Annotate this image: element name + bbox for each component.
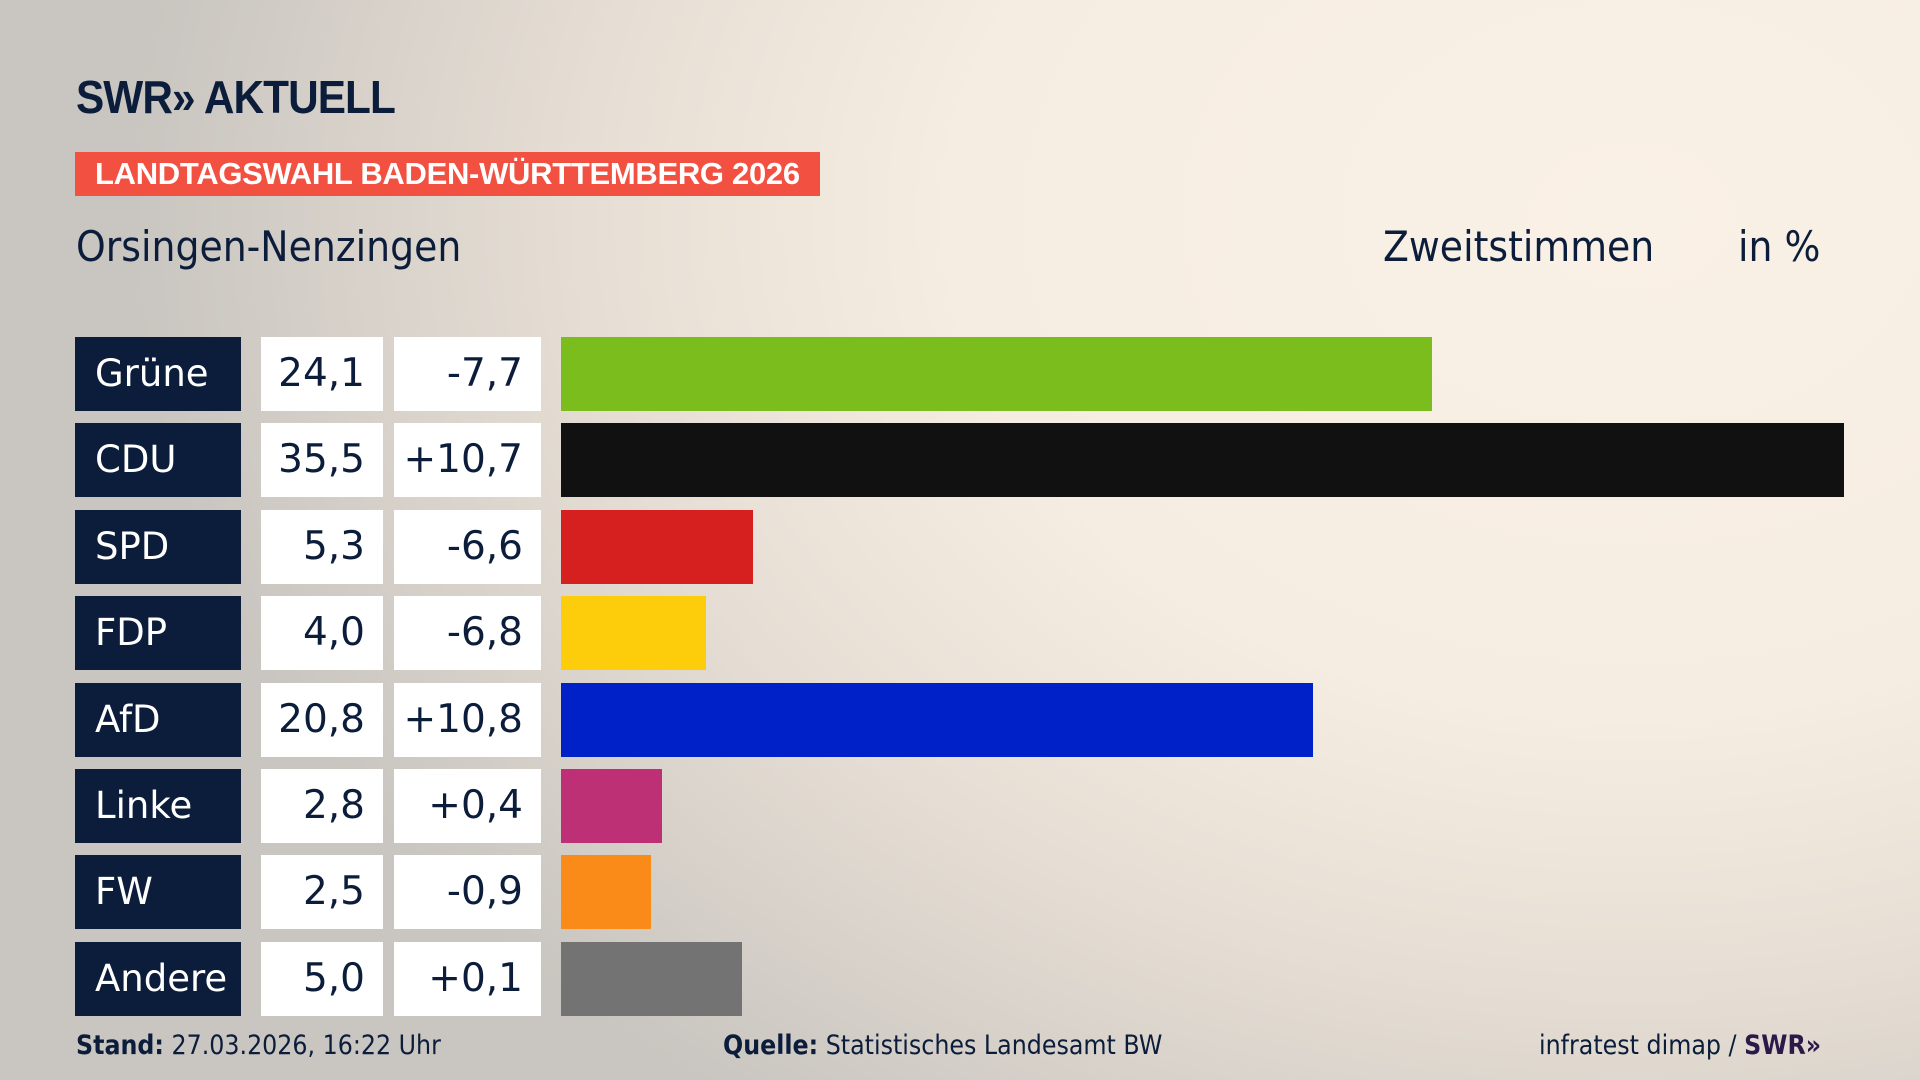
footer-stand: Stand: 27.03.2026, 16:22 Uhr [76,1030,441,1061]
party-label: FDP [75,596,241,671]
chart-row: CDU 35,5 +10,7 [0,423,1920,498]
party-label: FW [75,855,241,930]
chart-row: Grüne 24,1 -7,7 [0,337,1920,411]
region-title: Orsingen-Nenzingen [76,222,462,271]
party-label: Linke [75,769,241,843]
value-label: 5,0 [261,941,383,1016]
chart-row: Andere 5,0 +0,1 [0,941,1920,1016]
value-label: 4,0 [261,596,383,671]
swr-aktuell-logo: SWR» AKTUELL [76,71,396,123]
credit-text: infratest dimap / [1539,1030,1745,1061]
bar [561,682,1313,757]
diff-label: +0,1 [394,941,541,1016]
measure-label: Zweitstimmen [1383,222,1655,271]
diff-label: -6,8 [394,596,541,671]
chart-row: Linke 2,8 +0,4 [0,769,1920,843]
party-label: Andere [75,941,241,1016]
bar [561,337,1432,411]
diff-label: -7,7 [394,337,541,411]
footer-credit: infratest dimap / SWR» [1539,1030,1821,1061]
bar [561,855,652,930]
stand-label: Stand: [76,1030,164,1061]
stand-value: 27.03.2026, 16:22 Uhr [171,1030,441,1061]
value-label: 2,5 [261,855,383,930]
bar [561,423,1844,498]
party-label: CDU [75,423,241,498]
diff-label: +10,7 [394,423,541,498]
value-label: 24,1 [261,337,383,411]
swr-logo-small: SWR» [1744,1030,1822,1061]
bar [561,941,742,1016]
value-label: 5,3 [261,509,383,584]
value-label: 20,8 [261,682,383,757]
bar [561,769,663,843]
chart-row: SPD 5,3 -6,6 [0,509,1920,584]
party-label: AfD [75,682,241,757]
bar [561,509,753,584]
source-value: Statistisches Landesamt BW [825,1030,1163,1061]
party-label: SPD [75,509,241,584]
diff-label: +10,8 [394,682,541,757]
election-banner: LANDTAGSWAHL BADEN-WÜRTTEMBERG 2026 [75,152,820,196]
diff-label: -0,9 [394,855,541,930]
chart-row: FW 2,5 -0,9 [0,855,1920,930]
value-label: 2,8 [261,769,383,843]
diff-label: +0,4 [394,769,541,843]
source-label: Quelle: [723,1030,819,1061]
diff-label: -6,6 [394,509,541,584]
chart-row: FDP 4,0 -6,8 [0,596,1920,671]
party-label: Grüne [75,337,241,411]
value-label: 35,5 [261,423,383,498]
chart-row: AfD 20,8 +10,8 [0,682,1920,757]
unit-label: in % [1738,222,1821,271]
footer-source: Quelle: Statistisches Landesamt BW [723,1030,1162,1061]
bar [561,596,706,671]
